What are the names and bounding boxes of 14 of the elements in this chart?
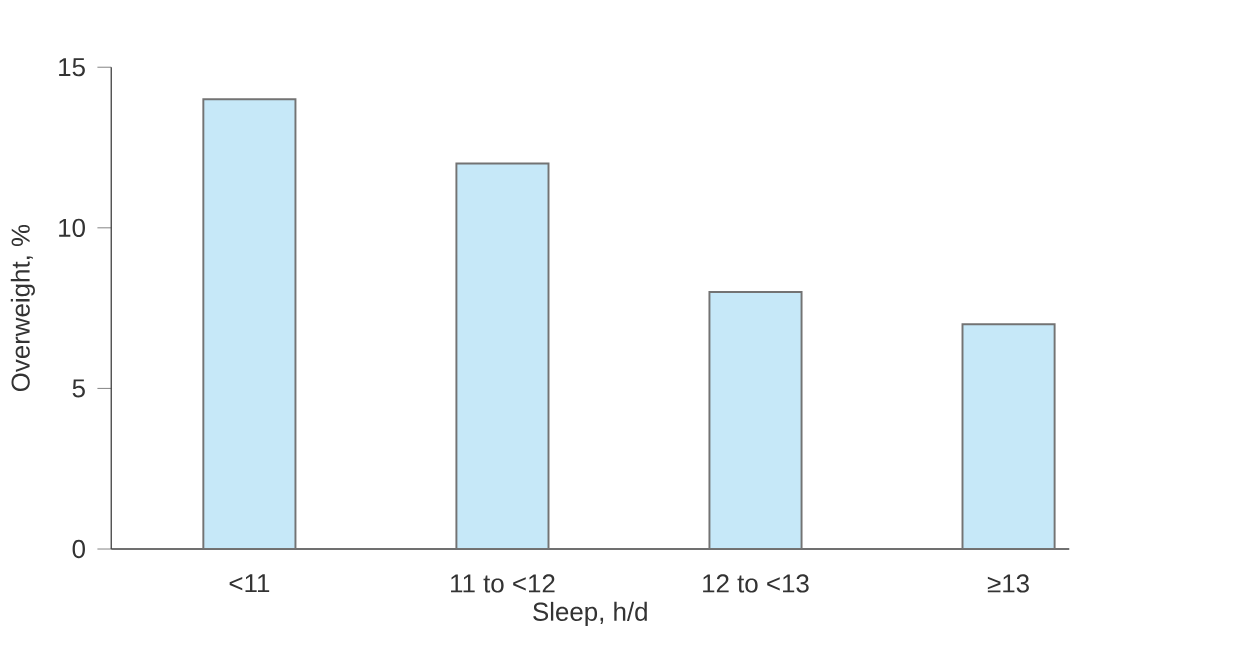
x-tick-label: <11	[229, 574, 270, 593]
x-tick-label: 11 to <12	[451, 574, 555, 593]
y-tick-label: 0	[72, 539, 85, 559]
bar	[202, 98, 297, 550]
y-tick-label: 5	[72, 379, 85, 398]
x-tick-label: ≥13	[987, 574, 1029, 593]
x-tick-label: 12 to <13	[703, 574, 809, 593]
y-axis-title: Overweight, %	[10, 224, 35, 392]
bar	[961, 323, 1056, 550]
bar	[708, 291, 803, 550]
bar	[455, 162, 550, 550]
x-axis-title: Sleep, h/d	[533, 601, 647, 627]
y-tick-label: 15	[59, 58, 85, 77]
y-tick-label: 10	[59, 218, 85, 238]
